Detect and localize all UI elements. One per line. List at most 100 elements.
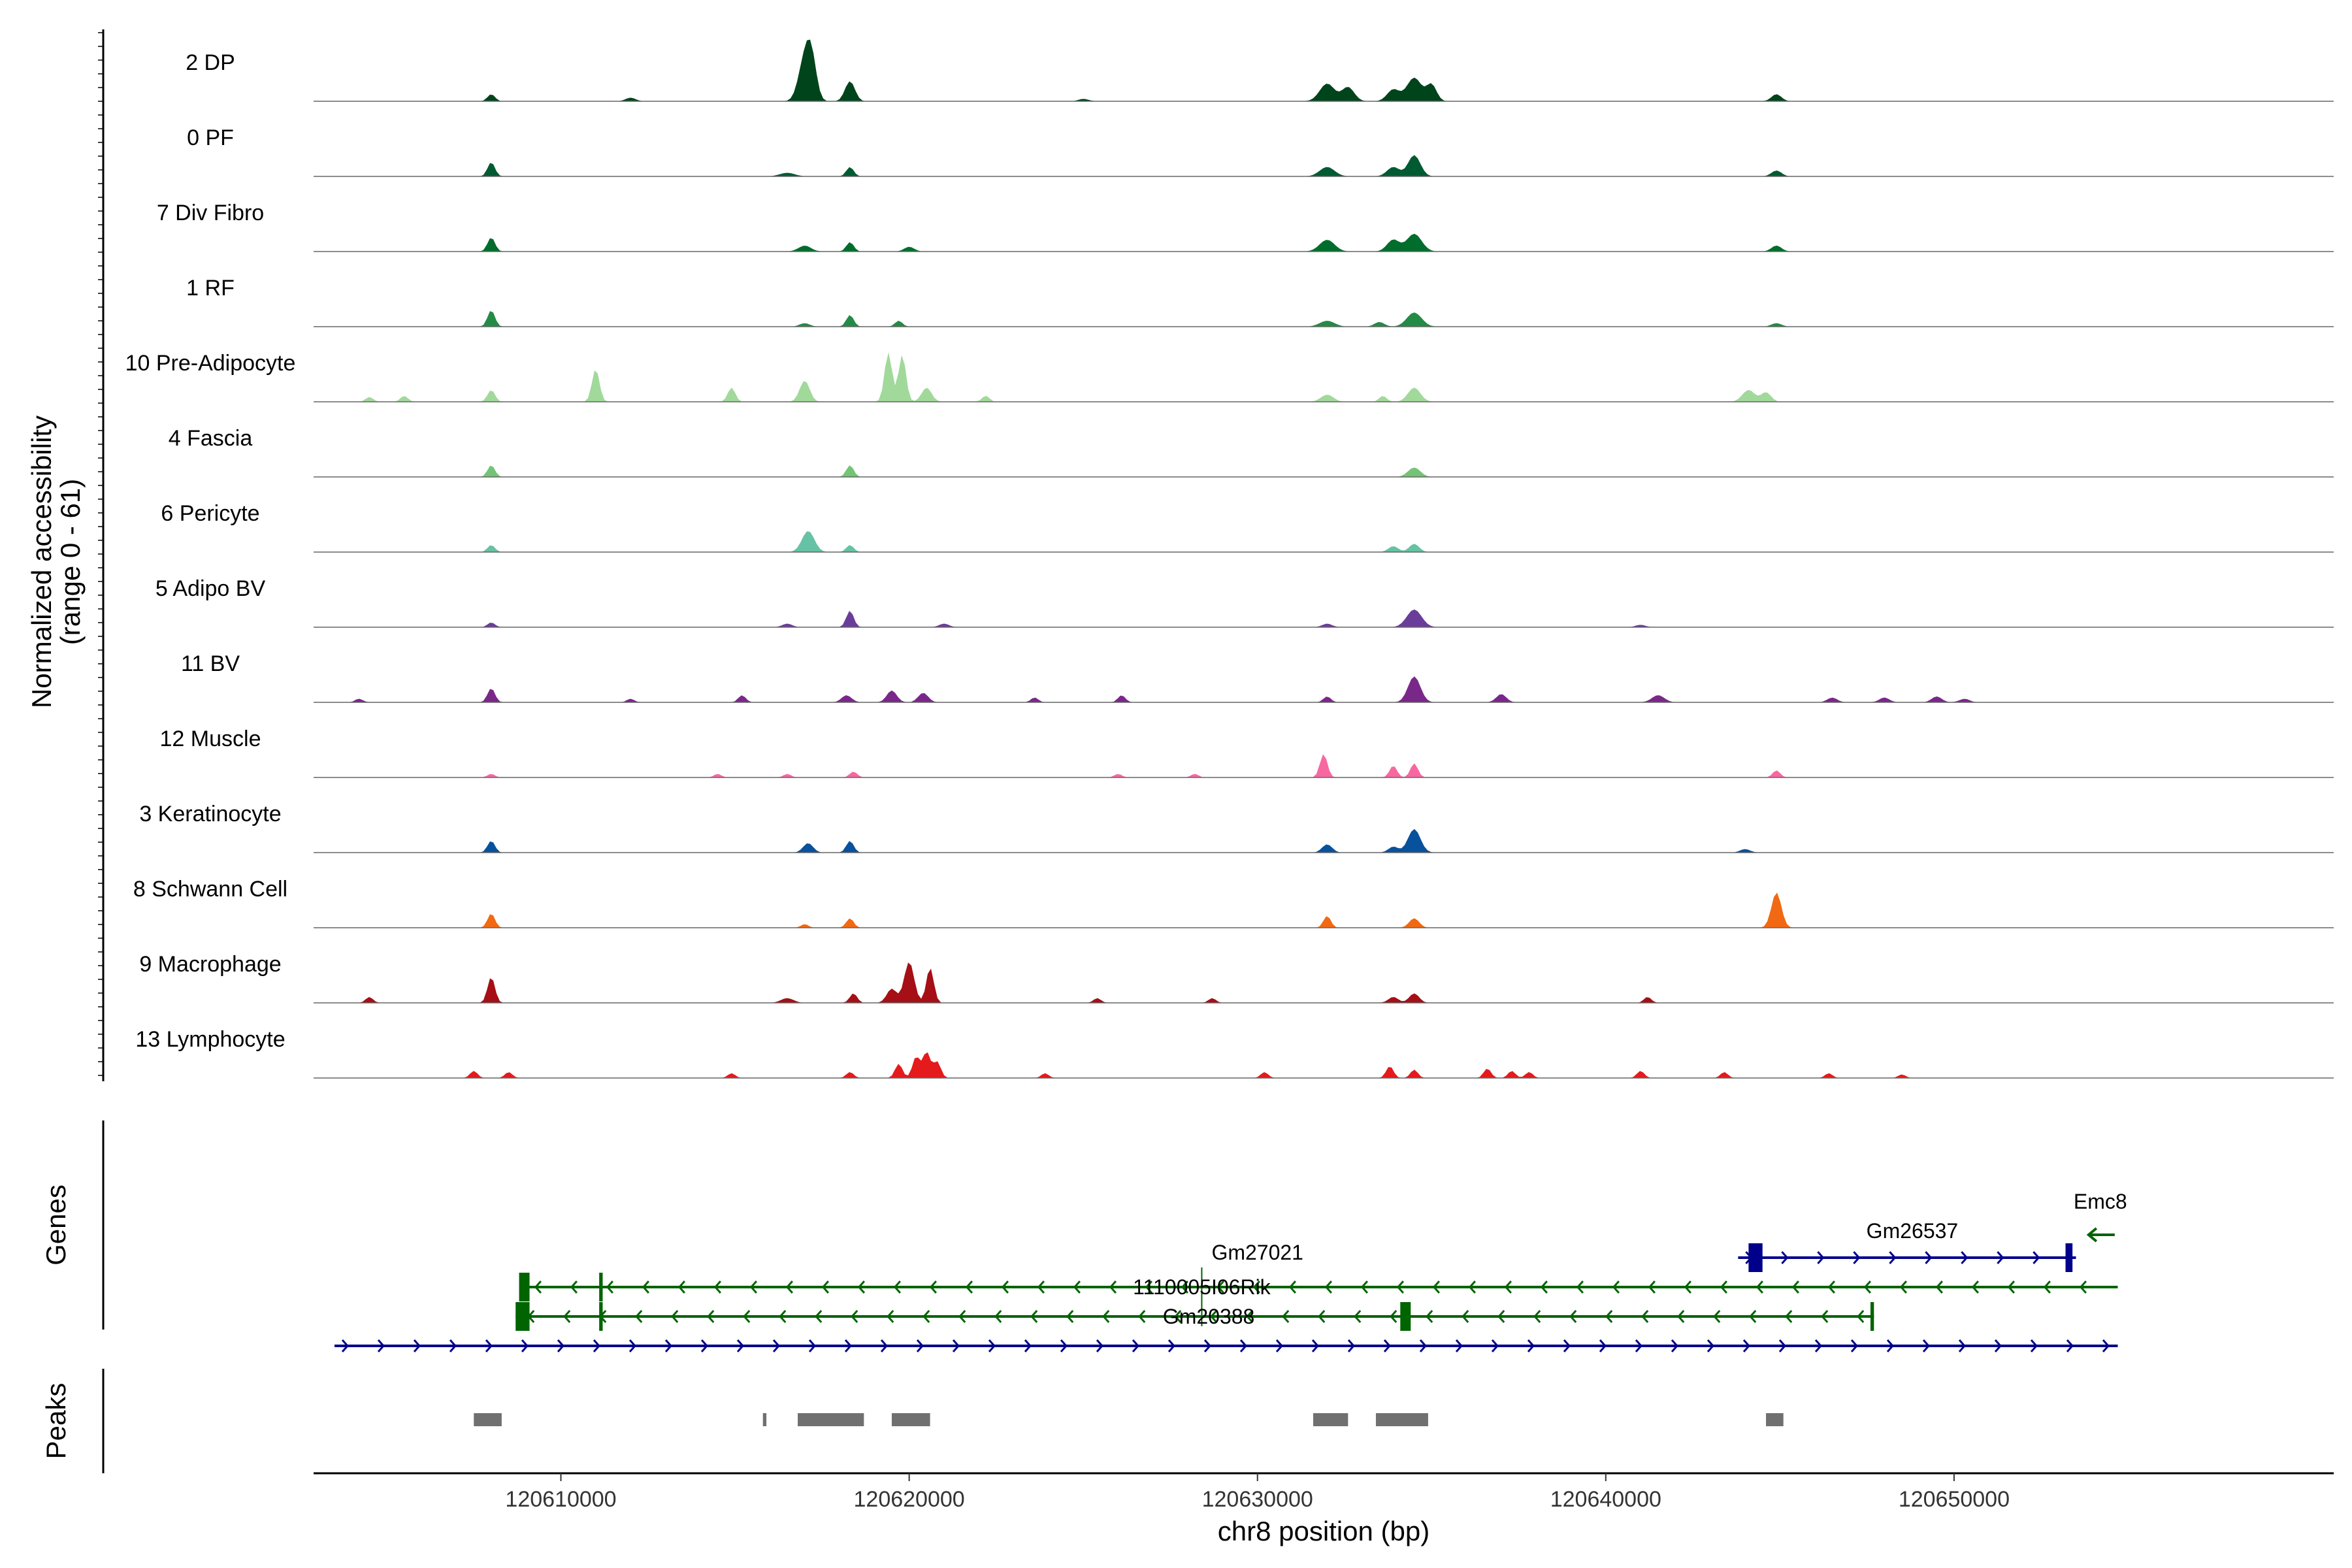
strand-chevron — [1635, 1339, 1642, 1352]
strand-chevron — [1491, 1339, 1499, 1352]
strand-chevron — [671, 1310, 679, 1323]
track-label: 6 Pericyte — [161, 501, 259, 526]
exon — [1748, 1243, 1763, 1272]
strand-chevron — [1961, 1251, 1968, 1264]
track-2: 7 Div Fibro — [157, 201, 2334, 252]
strand-chevron — [1720, 1281, 1727, 1294]
strand-chevron — [1821, 1310, 1829, 1323]
strand-chevron — [1791, 1281, 1799, 1294]
strand-chevron — [1540, 1281, 1548, 1294]
strand-chevron — [557, 1339, 564, 1352]
track-label: 0 PF — [187, 125, 234, 150]
track-label: 9 Macrophage — [139, 952, 281, 977]
strand-chevron — [779, 1310, 787, 1323]
strand-chevron — [377, 1339, 385, 1352]
track-4: 10 Pre-Adipocyte — [125, 351, 2334, 402]
strand-chevron — [1648, 1281, 1656, 1294]
coverage-area — [314, 754, 2334, 777]
strand-chevron — [2079, 1281, 2087, 1294]
strand-chevron — [1677, 1310, 1685, 1323]
strand-chevron — [1889, 1251, 1897, 1264]
strand-chevron — [1432, 1281, 1440, 1294]
strand-chevron — [1958, 1339, 1966, 1352]
strand-chevron — [1468, 1281, 1476, 1294]
strand-chevron — [1857, 1310, 1865, 1323]
strand-chevron — [534, 1281, 542, 1294]
gene-model: Gm26537 — [1738, 1219, 2076, 1272]
coverage-area — [314, 892, 2334, 928]
strand-chevron — [923, 1310, 930, 1323]
strand-chevron — [1419, 1339, 1427, 1352]
peaks-panel-title: Peaks — [41, 1383, 71, 1460]
strand-chevron — [449, 1339, 457, 1352]
coverage-area — [314, 962, 2334, 1003]
strand-chevron — [1239, 1339, 1247, 1352]
strand-chevron — [1001, 1281, 1009, 1294]
coverage-area — [314, 39, 2334, 101]
strand-chevron — [1282, 1310, 1290, 1323]
strand-chevron — [1181, 1281, 1188, 1294]
track-10: 3 Keratinocyte — [139, 802, 2334, 853]
track-label: 1 RF — [186, 276, 235, 301]
strand-chevron — [893, 1281, 901, 1294]
strand-chevron — [1318, 1310, 1326, 1323]
strand-chevron — [1778, 1339, 1786, 1352]
exon — [1870, 1302, 1874, 1331]
strand-chevron — [736, 1339, 744, 1352]
strand-chevron — [1569, 1310, 1577, 1323]
track-12: 9 Macrophage — [139, 952, 2334, 1004]
strand-chevron — [1935, 1281, 1943, 1294]
strand-chevron — [563, 1310, 571, 1323]
strand-chevron — [678, 1281, 685, 1294]
track-label: 4 Fascia — [169, 426, 253, 451]
strand-chevron — [1037, 1281, 1045, 1294]
strand-chevron — [1850, 1339, 1858, 1352]
track-label: 13 Lymphocyte — [135, 1027, 285, 1052]
gene-label: Emc8 — [2074, 1190, 2127, 1213]
strand-chevron — [1599, 1339, 1607, 1352]
peaks-panel — [474, 1413, 1784, 1426]
track-label: 8 Schwann Cell — [133, 877, 287, 902]
strand-chevron — [1138, 1310, 1146, 1323]
gene-model: Gm27021 — [519, 1241, 2118, 1301]
strand-chevron — [929, 1281, 937, 1294]
track-label: 11 BV — [181, 651, 240, 676]
strand-chevron — [1814, 1339, 1822, 1352]
strand-chevron — [1174, 1310, 1182, 1323]
coverage-area — [314, 531, 2334, 552]
peak-region — [474, 1413, 502, 1426]
x-tick-label: 120650000 — [1899, 1487, 2010, 1512]
strand-chevron — [664, 1339, 672, 1352]
strand-chevron — [1275, 1339, 1283, 1352]
strand-chevron — [2033, 1251, 2040, 1264]
strand-chevron — [1030, 1310, 1038, 1323]
strand-chevron — [341, 1339, 349, 1352]
track-0: 2 DP — [186, 39, 2334, 102]
strand-chevron — [1853, 1251, 1861, 1264]
x-tick-label: 120620000 — [854, 1487, 965, 1512]
gene-label: Gm26537 — [1867, 1219, 1959, 1243]
strand-chevron — [713, 1281, 721, 1294]
peak-region — [762, 1413, 767, 1426]
strand-chevron — [1713, 1310, 1721, 1323]
strand-chevron — [994, 1310, 1002, 1323]
track-label: 10 Pre-Adipocyte — [125, 351, 296, 376]
strand-chevron — [1605, 1310, 1613, 1323]
coverage-tracks: 2 DP 0 PF 7 Div Fibro 1 RF 10 Pre-Adipocyte 4… — [125, 39, 2334, 1079]
strand-chevron — [606, 1281, 613, 1294]
strand-chevron — [1102, 1310, 1110, 1323]
strand-chevron — [1132, 1339, 1139, 1352]
gene-model: 1110005I06Rik — [1133, 1267, 1271, 1326]
strand-chevron — [1527, 1339, 1535, 1352]
strand-chevron — [772, 1339, 780, 1352]
strand-chevron — [1504, 1281, 1512, 1294]
strand-chevron — [1252, 1281, 1260, 1294]
track-label: 12 Muscle — [160, 727, 261, 751]
strand-chevron — [1066, 1310, 1074, 1323]
x-tick-label: 120610000 — [505, 1487, 616, 1512]
track-11: 8 Schwann Cell — [133, 877, 2334, 928]
strand-chevron — [413, 1339, 421, 1352]
strand-chevron — [2030, 1339, 2038, 1352]
track-5: 4 Fascia — [169, 426, 2334, 478]
